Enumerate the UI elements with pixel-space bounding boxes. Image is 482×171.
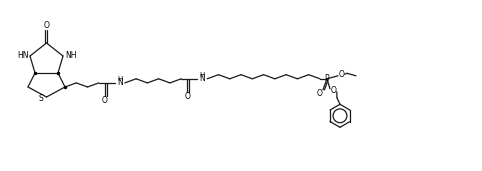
Text: O: O: [43, 21, 50, 30]
Text: HN: HN: [17, 50, 28, 60]
Text: N: N: [200, 74, 205, 83]
Text: N: N: [117, 78, 123, 87]
Text: S: S: [39, 94, 43, 103]
Text: O: O: [184, 92, 190, 101]
Text: O: O: [317, 89, 323, 98]
Text: O: O: [338, 70, 345, 79]
Text: O: O: [102, 96, 108, 105]
Text: H: H: [117, 76, 122, 82]
Text: H: H: [200, 72, 205, 78]
Text: O: O: [331, 86, 336, 95]
Text: NH: NH: [65, 50, 76, 60]
Text: P: P: [325, 74, 329, 83]
